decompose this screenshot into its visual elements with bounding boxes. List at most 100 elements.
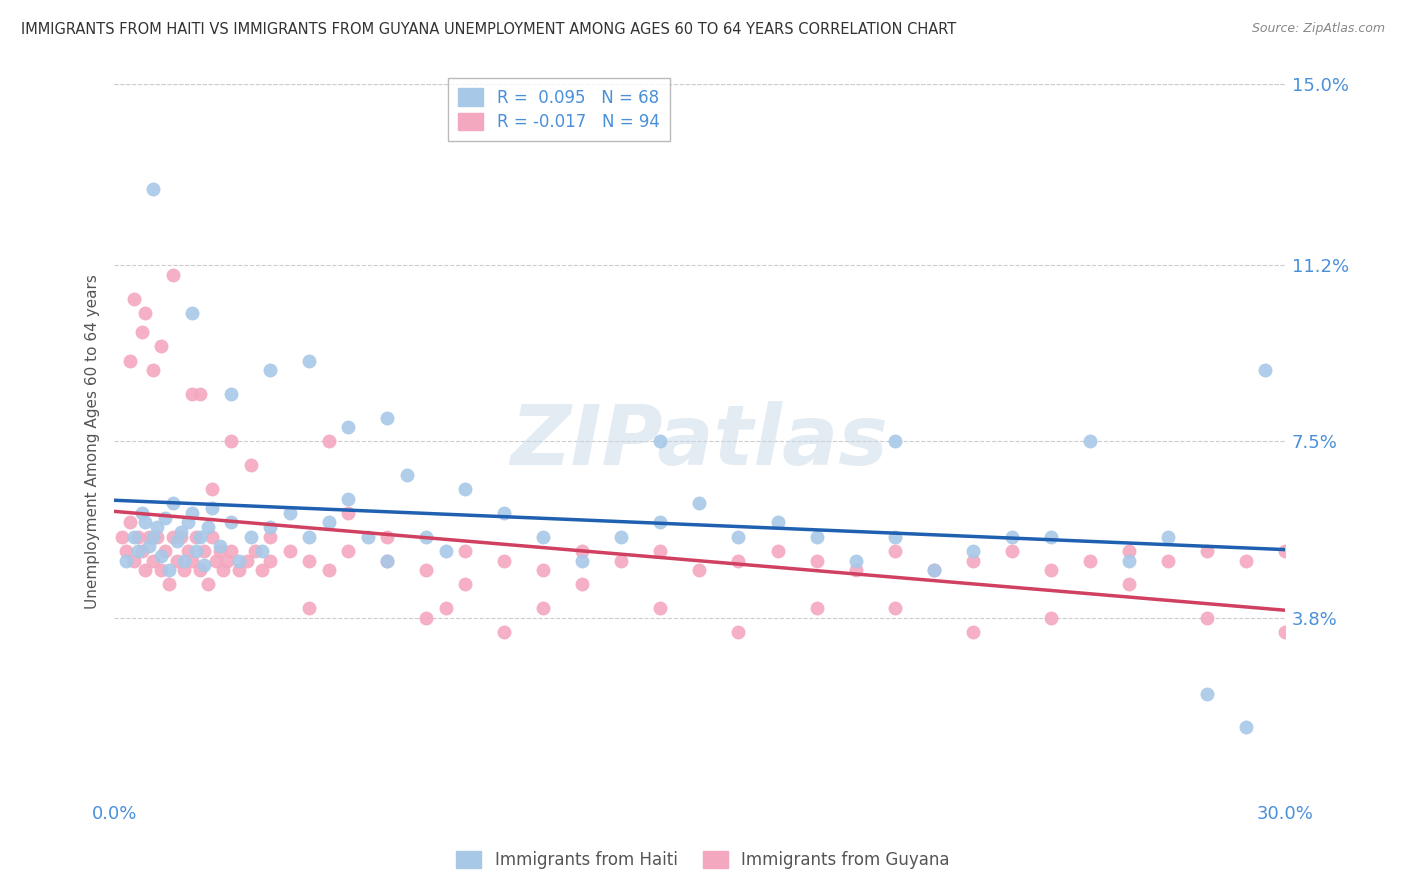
Point	[184, 530, 207, 544]
Point	[298, 530, 321, 544]
Point	[259, 530, 281, 544]
Point	[375, 530, 398, 544]
Point	[1039, 530, 1062, 544]
Point	[1118, 577, 1140, 591]
Point	[318, 516, 340, 530]
Point	[146, 520, 169, 534]
Point	[494, 624, 516, 639]
Text: Source: ZipAtlas.com: Source: ZipAtlas.com	[1251, 22, 1385, 36]
Point	[610, 530, 633, 544]
Point	[571, 577, 593, 591]
Point	[1234, 720, 1257, 734]
Point	[127, 530, 149, 544]
Point	[1274, 544, 1296, 558]
Point	[236, 553, 259, 567]
Point	[228, 563, 250, 577]
Point	[727, 530, 749, 544]
Point	[201, 530, 224, 544]
Point	[1254, 363, 1277, 377]
Point	[197, 577, 219, 591]
Point	[150, 549, 173, 563]
Point	[298, 353, 321, 368]
Point	[1157, 530, 1180, 544]
Point	[142, 553, 165, 567]
Point	[111, 530, 134, 544]
Point	[337, 506, 360, 520]
Point	[134, 563, 156, 577]
Y-axis label: Unemployment Among Ages 60 to 64 years: Unemployment Among Ages 60 to 64 years	[86, 274, 100, 609]
Point	[571, 544, 593, 558]
Point	[193, 558, 215, 573]
Point	[1195, 687, 1218, 701]
Point	[239, 530, 262, 544]
Point	[204, 553, 226, 567]
Point	[217, 553, 239, 567]
Point	[219, 434, 242, 449]
Point	[162, 496, 184, 510]
Point	[150, 339, 173, 353]
Point	[153, 544, 176, 558]
Point	[142, 182, 165, 196]
Point	[922, 563, 945, 577]
Point	[883, 434, 905, 449]
Point	[650, 434, 672, 449]
Point	[122, 553, 145, 567]
Point	[177, 516, 200, 530]
Point	[337, 491, 360, 506]
Point	[415, 563, 437, 577]
Text: IMMIGRANTS FROM HAITI VS IMMIGRANTS FROM GUYANA UNEMPLOYMENT AMONG AGES 60 TO 64: IMMIGRANTS FROM HAITI VS IMMIGRANTS FROM…	[21, 22, 956, 37]
Point	[219, 544, 242, 558]
Point	[122, 292, 145, 306]
Point	[243, 544, 266, 558]
Point	[131, 544, 153, 558]
Point	[1195, 610, 1218, 624]
Point	[157, 577, 180, 591]
Point	[454, 482, 477, 496]
Point	[162, 530, 184, 544]
Point	[415, 610, 437, 624]
Point	[844, 553, 866, 567]
Point	[318, 434, 340, 449]
Point	[138, 530, 160, 544]
Point	[650, 544, 672, 558]
Point	[193, 544, 215, 558]
Point	[188, 387, 211, 401]
Point	[173, 553, 195, 567]
Legend: Immigrants from Haiti, Immigrants from Guyana: Immigrants from Haiti, Immigrants from G…	[447, 841, 959, 880]
Point	[1234, 553, 1257, 567]
Point	[142, 363, 165, 377]
Point	[127, 544, 149, 558]
Point	[188, 563, 211, 577]
Point	[395, 467, 418, 482]
Point	[162, 268, 184, 282]
Point	[1039, 610, 1062, 624]
Point	[166, 534, 188, 549]
Point	[259, 363, 281, 377]
Point	[212, 563, 235, 577]
Point	[153, 510, 176, 524]
Point	[494, 506, 516, 520]
Point	[138, 539, 160, 553]
Point	[531, 601, 554, 615]
Legend: R =  0.095   N = 68, R = -0.017   N = 94: R = 0.095 N = 68, R = -0.017 N = 94	[449, 78, 669, 142]
Point	[883, 530, 905, 544]
Point	[259, 553, 281, 567]
Point	[169, 524, 191, 539]
Point	[131, 325, 153, 339]
Point	[883, 601, 905, 615]
Point	[208, 544, 231, 558]
Point	[201, 501, 224, 516]
Point	[806, 601, 828, 615]
Point	[1001, 544, 1024, 558]
Point	[278, 544, 301, 558]
Point	[118, 353, 141, 368]
Point	[177, 544, 200, 558]
Point	[375, 553, 398, 567]
Point	[298, 601, 321, 615]
Point	[122, 530, 145, 544]
Point	[434, 544, 457, 558]
Point	[201, 482, 224, 496]
Point	[181, 387, 204, 401]
Point	[142, 530, 165, 544]
Point	[252, 563, 274, 577]
